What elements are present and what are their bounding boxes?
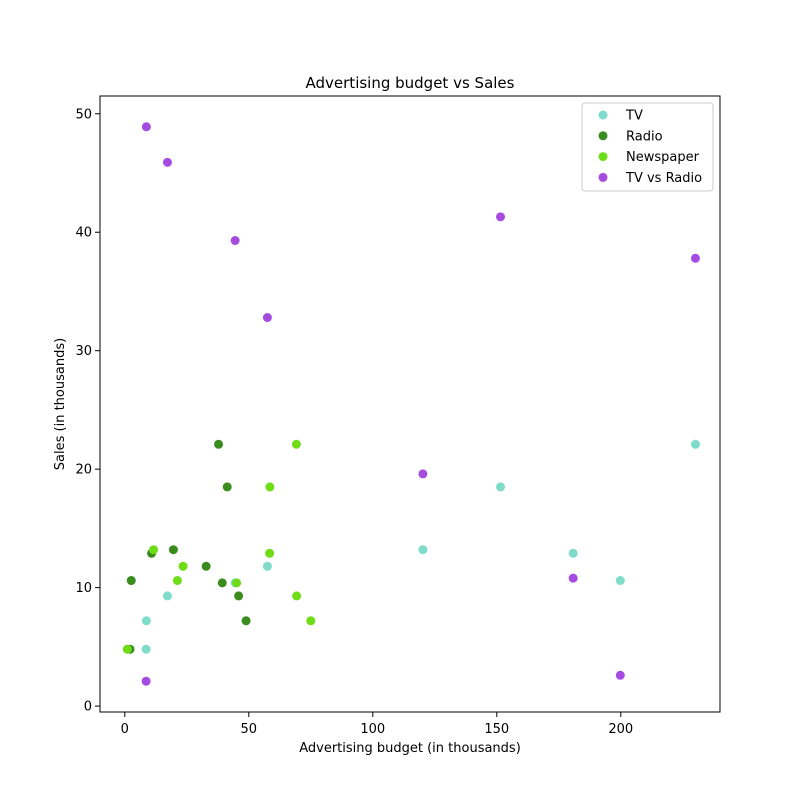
- plot-frame: [99, 95, 721, 713]
- legend: TV Radio Newspaper TV vs Radio: [581, 102, 714, 192]
- point-newspaper-3: [265, 482, 275, 492]
- point-newspaper-0: [291, 439, 301, 449]
- point-newspaper-7: [149, 545, 159, 555]
- point-newspaper-9: [172, 576, 182, 586]
- legend-marker: [598, 152, 608, 162]
- data-points-layer: [122, 122, 700, 686]
- point-radio-0: [214, 439, 224, 449]
- legend-marker: [598, 172, 608, 182]
- legend-label: Radio: [626, 129, 663, 144]
- point-tv-vs-radio-6: [262, 313, 272, 323]
- point-radio-5: [241, 616, 251, 626]
- point-radio-6: [201, 561, 211, 571]
- y-tick-label: 50: [75, 107, 92, 122]
- point-tv-0: [690, 439, 700, 449]
- legend-label: TV: [625, 109, 643, 124]
- x-axis-ticks: 0 50 100 150 200: [121, 712, 633, 737]
- point-newspaper-4: [265, 548, 275, 558]
- point-tv-vs-radio-1: [230, 236, 240, 246]
- point-radio-9: [126, 576, 136, 586]
- point-tv-vs-radio-8: [141, 676, 151, 686]
- point-tv-6: [262, 561, 272, 571]
- point-tv-vs-radio-5: [141, 122, 151, 132]
- point-tv-vs-radio-0: [690, 253, 700, 263]
- chart-title: Advertising budget vs Sales: [306, 74, 515, 92]
- point-tv-vs-radio-9: [615, 670, 625, 680]
- point-tv-vs-radio-4: [568, 573, 578, 583]
- point-tv-vs-radio-2: [162, 157, 172, 167]
- x-tick-label: 200: [608, 722, 633, 737]
- point-tv-2: [162, 591, 172, 601]
- legend-frame: [581, 102, 714, 192]
- x-tick-label: 100: [360, 722, 385, 737]
- point-tv-5: [141, 616, 151, 626]
- legend-marker: [598, 131, 608, 141]
- point-tv-3: [496, 482, 506, 492]
- legend-label: TV vs Radio: [625, 171, 702, 186]
- x-axis-title: Advertising budget (in thousands): [299, 741, 521, 756]
- point-tv-9: [615, 576, 625, 586]
- point-newspaper-8: [122, 644, 132, 654]
- y-axis-title: Sales (in thousands): [53, 338, 68, 470]
- y-tick-label: 40: [75, 226, 92, 241]
- point-tv-vs-radio-7: [418, 469, 428, 479]
- y-axis-ticks: 0 10 20 30 40 50: [75, 107, 100, 715]
- legend-label: Newspaper: [626, 150, 700, 165]
- y-tick-label: 30: [75, 344, 92, 359]
- point-tv-8: [141, 644, 151, 654]
- point-radio-7: [168, 545, 178, 555]
- x-tick-label: 150: [484, 722, 509, 737]
- point-newspaper-6: [178, 561, 188, 571]
- y-tick-label: 10: [75, 581, 92, 596]
- point-newspaper-5: [306, 616, 316, 626]
- y-tick-label: 20: [75, 463, 92, 478]
- point-tv-7: [418, 545, 428, 555]
- y-tick-label: 0: [84, 700, 92, 715]
- point-newspaper-2: [292, 591, 302, 601]
- point-radio-1: [217, 578, 227, 588]
- x-tick-label: 0: [121, 722, 129, 737]
- point-radio-3: [222, 482, 232, 492]
- point-radio-2: [234, 591, 244, 601]
- point-tv-vs-radio-3: [496, 212, 506, 222]
- legend-marker: [598, 110, 608, 120]
- point-newspaper-1: [232, 578, 242, 588]
- x-tick-label: 50: [241, 722, 258, 737]
- point-tv-4: [568, 548, 578, 558]
